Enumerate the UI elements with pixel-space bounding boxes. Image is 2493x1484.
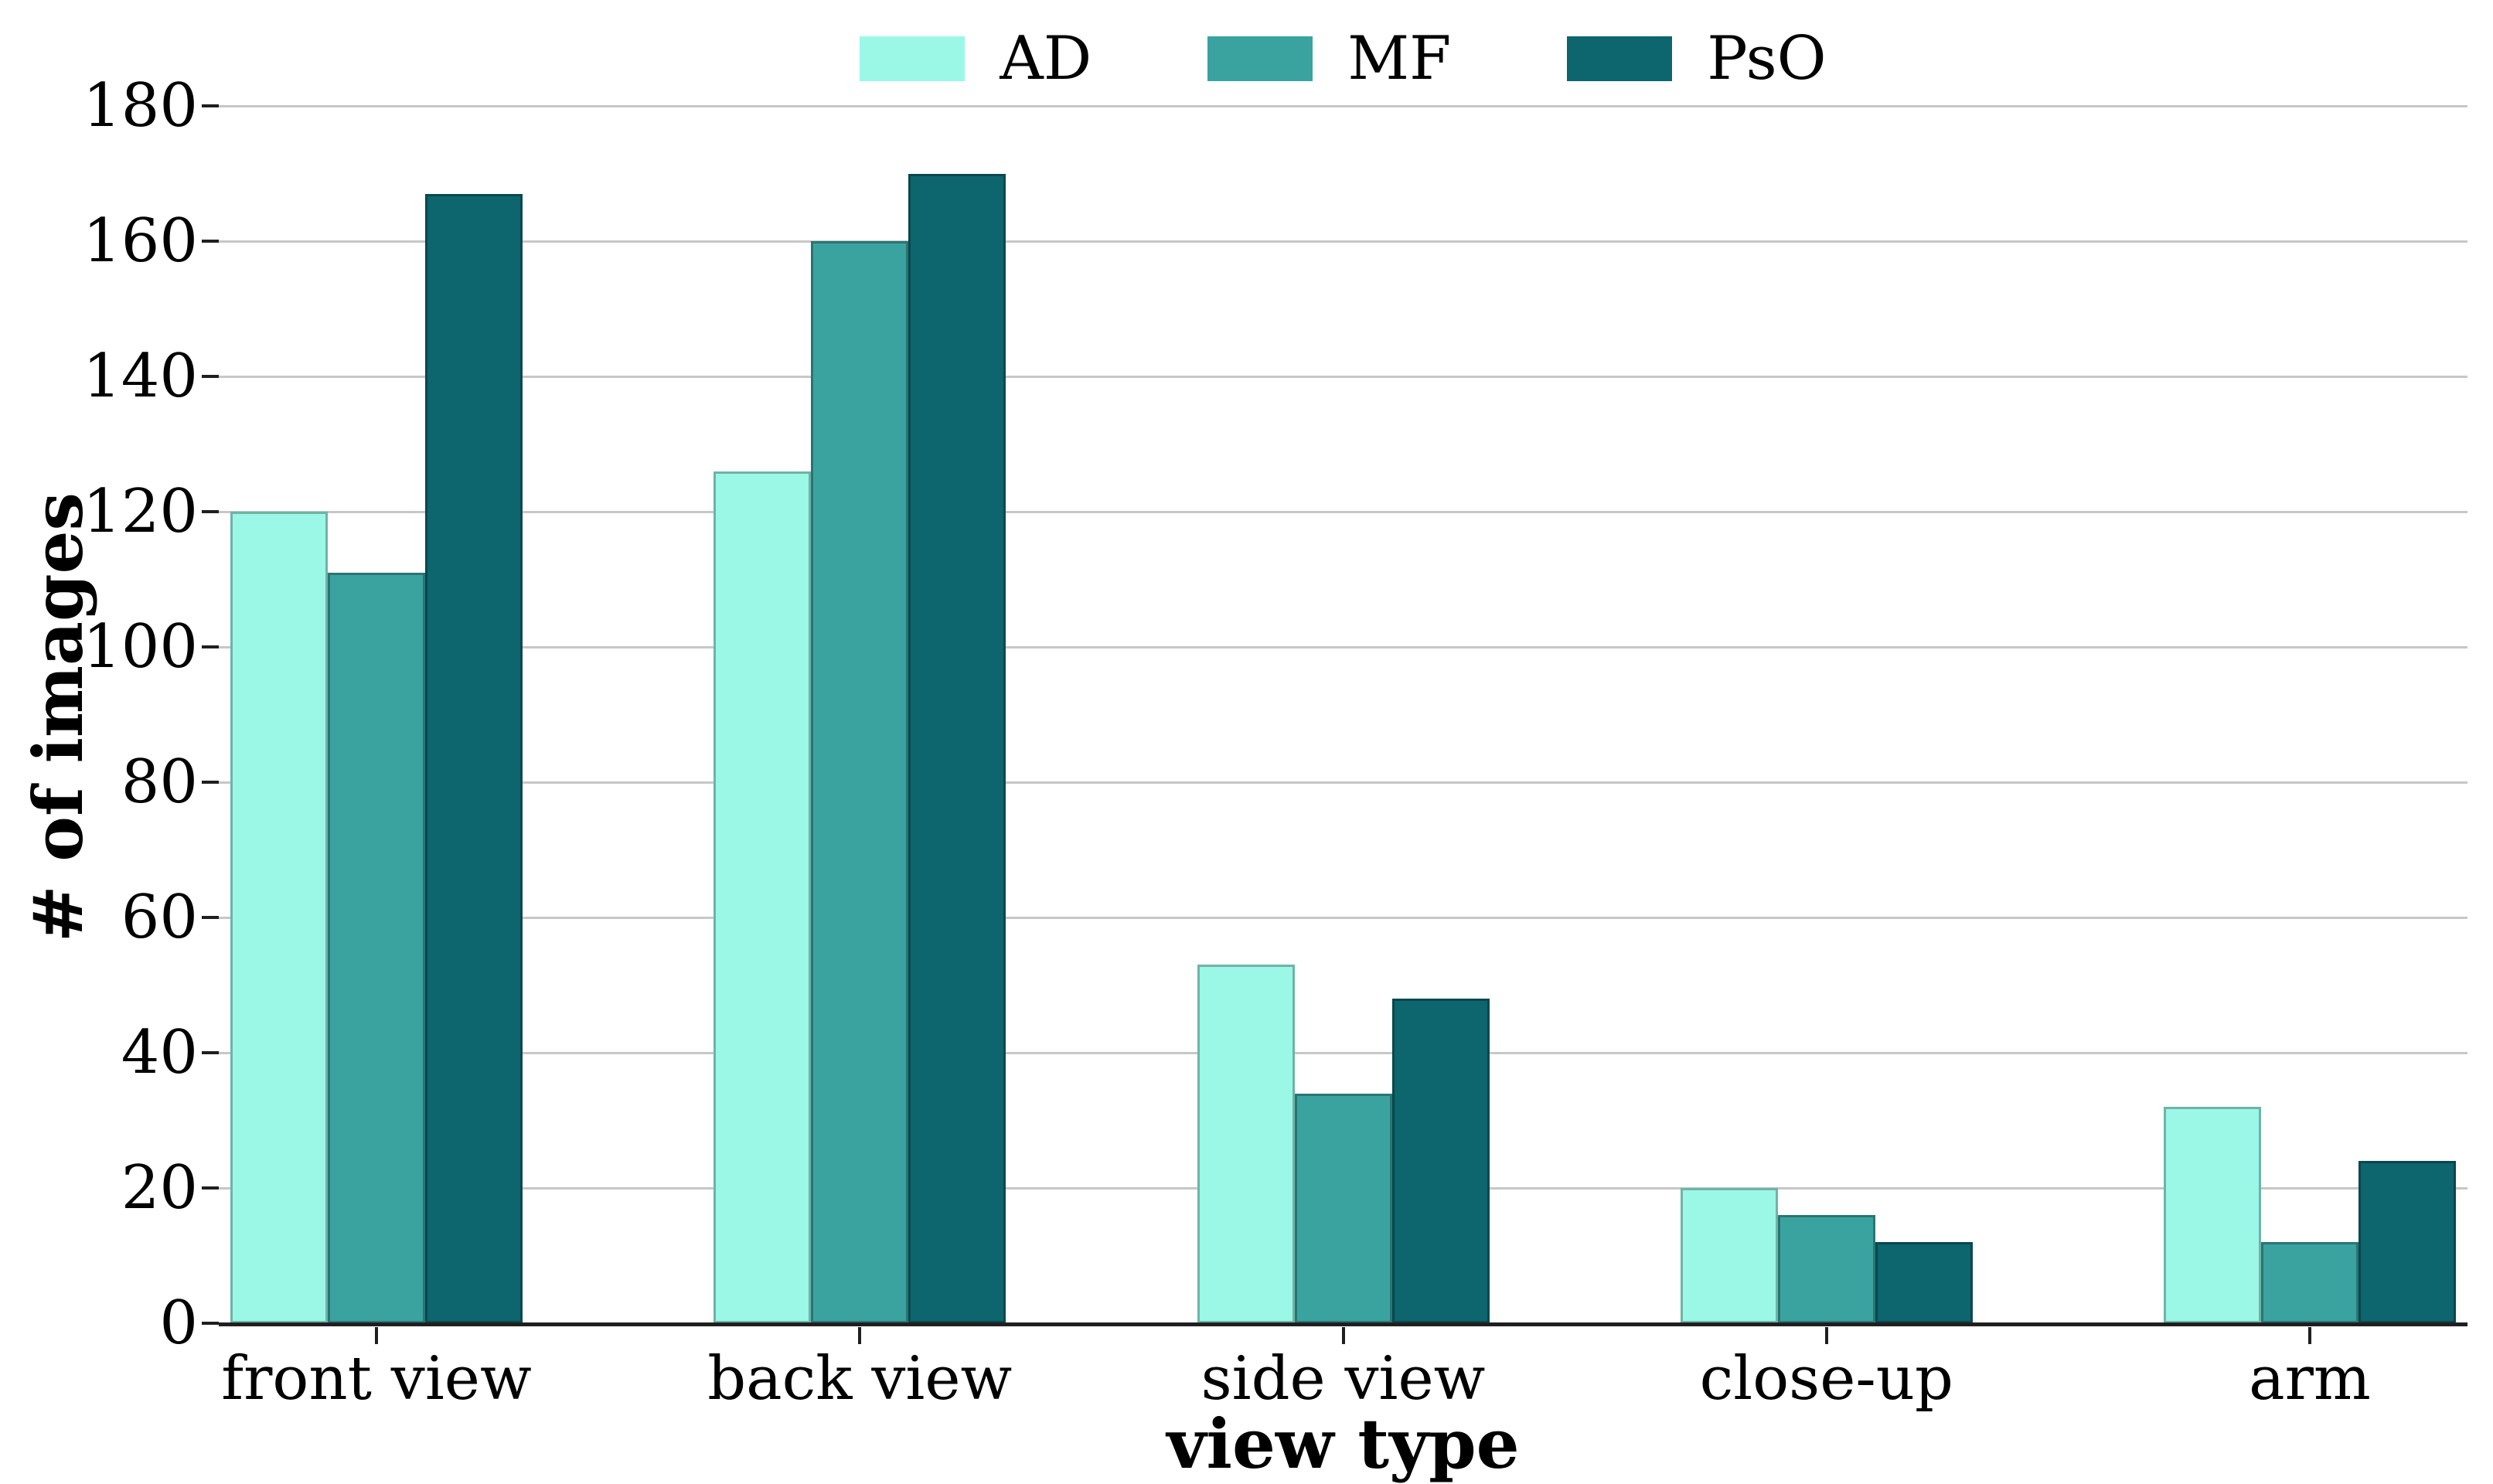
x-tick-front-view [375,1327,378,1344]
gridline-y-60 [219,916,2467,919]
legend-item-ad: AD [860,29,1092,89]
bar-AD-front-view [230,512,328,1323]
y-tick-140 [202,375,219,378]
x-tick-label-back-view: back view [707,1344,1013,1414]
legend-swatch-ad [860,36,966,81]
y-tick-label-20: 20 [121,1153,198,1223]
x-tick-close-up [1824,1327,1828,1344]
x-tick-label-arm: arm [2249,1344,2371,1414]
gridline-y-160 [219,240,2467,243]
legend-swatch-pso [1567,36,1673,81]
bar-AD-back-view [714,471,812,1323]
legend-item-pso: PsO [1567,24,1827,94]
y-tick-label-0: 0 [159,1288,198,1358]
gridline-y-140 [219,375,2467,378]
y-tick-60 [202,916,219,919]
bar-MF-back-view [811,241,909,1323]
x-tick-back-view [858,1327,862,1344]
legend-label-ad: AD [1000,24,1092,94]
y-tick-label-160: 160 [83,206,198,276]
bar-PsO-arm [2358,1161,2456,1323]
gridline-y-40 [219,1051,2467,1054]
bar-AD-close-up [1680,1188,1778,1323]
bar-PsO-side-view [1391,999,1490,1323]
y-tick-180 [202,104,219,107]
y-tick-label-180: 180 [83,71,198,141]
x-axis-title: view type [1166,1404,1520,1484]
gridline-y-100 [219,645,2467,648]
bar-PsO-close-up [1875,1242,1973,1323]
y-tick-80 [202,781,219,784]
gridline-y-120 [219,510,2467,513]
y-tick-label-140: 140 [83,342,198,411]
bar-MF-close-up [1777,1215,1875,1323]
y-tick-40 [202,1051,219,1054]
x-tick-arm [2308,1327,2311,1344]
y-tick-160 [202,240,219,243]
y-tick-0 [202,1322,219,1325]
x-axis-line [219,1322,2467,1326]
bar-AD-arm [2164,1107,2261,1323]
legend-swatch-mf [1207,36,1313,81]
x-tick-label-close-up: close-up [1699,1344,1953,1414]
y-tick-120 [202,510,219,513]
x-tick-label-side-view: side view [1201,1344,1486,1414]
y-tick-100 [202,645,219,648]
legend: AD MF PsO [219,14,2467,104]
bar-MF-arm [2261,1242,2358,1323]
y-tick-label-120: 120 [83,477,198,546]
y-tick-20 [202,1186,219,1190]
bar-PsO-front-view [425,193,523,1323]
x-tick-label-front-view: front view [221,1344,532,1414]
y-tick-label-40: 40 [121,1018,198,1087]
legend-label-pso: PsO [1707,24,1827,94]
y-tick-label-80: 80 [121,747,198,817]
bar-PsO-back-view [908,173,1006,1323]
bar-MF-side-view [1294,1093,1392,1323]
bar-MF-front-view [328,572,425,1323]
y-axis-title: # of images [18,492,98,943]
legend-item-mf: MF [1207,29,1451,89]
bar-AD-side-view [1197,965,1295,1323]
gridline-y-180 [219,104,2467,107]
y-tick-label-100: 100 [83,612,198,682]
legend-label-mf: MF [1347,24,1452,94]
gridline-y-80 [219,781,2467,784]
x-tick-side-view [1341,1327,1345,1344]
y-tick-label-60: 60 [121,883,198,952]
